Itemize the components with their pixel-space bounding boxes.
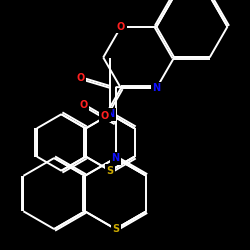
Text: S: S (112, 224, 119, 234)
Text: O: O (101, 111, 109, 121)
Text: O: O (76, 72, 85, 83)
Text: N: N (152, 83, 160, 93)
Text: O: O (117, 22, 125, 32)
Text: N: N (106, 109, 114, 119)
Text: N: N (112, 153, 120, 163)
Text: S: S (107, 166, 114, 176)
Text: O: O (80, 100, 88, 110)
